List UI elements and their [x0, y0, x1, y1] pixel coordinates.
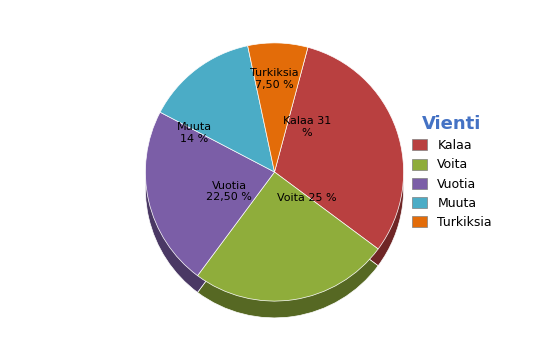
- Wedge shape: [198, 189, 378, 318]
- Wedge shape: [160, 63, 274, 189]
- Text: Voita 25 %: Voita 25 %: [277, 193, 337, 203]
- Wedge shape: [145, 112, 274, 276]
- Wedge shape: [248, 43, 308, 172]
- Text: Vuotia
22,50 %: Vuotia 22,50 %: [206, 181, 252, 202]
- Text: Kalaa 31
%: Kalaa 31 %: [283, 116, 331, 138]
- Text: Muuta
14 %: Muuta 14 %: [177, 122, 212, 144]
- Wedge shape: [160, 46, 274, 172]
- Legend: Kalaa, Voita, Vuotia, Muuta, Turkiksia: Kalaa, Voita, Vuotia, Muuta, Turkiksia: [407, 110, 497, 234]
- Text: Turkiksia
7,50 %: Turkiksia 7,50 %: [250, 68, 299, 90]
- Wedge shape: [198, 172, 378, 301]
- Wedge shape: [274, 64, 404, 266]
- Wedge shape: [274, 47, 404, 249]
- Wedge shape: [145, 129, 274, 292]
- Wedge shape: [248, 60, 308, 189]
